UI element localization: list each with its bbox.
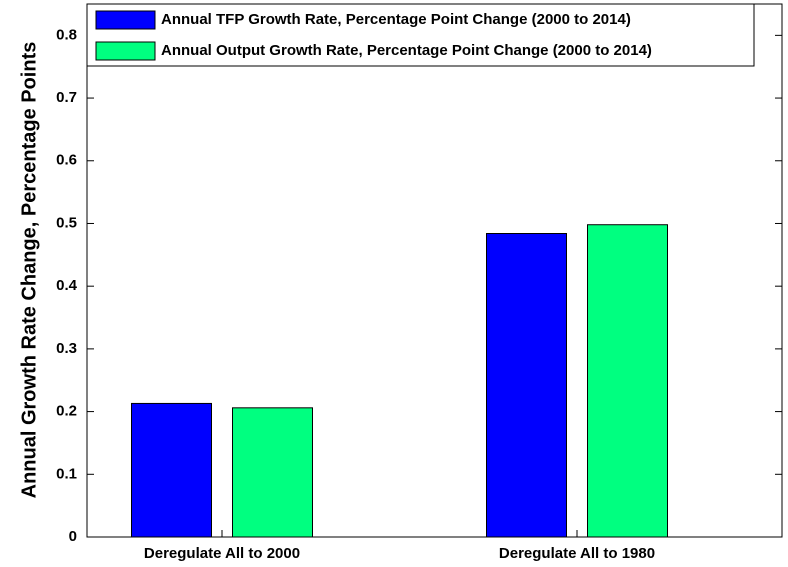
bar — [131, 402, 212, 538]
y-tick-label: 0.3 — [56, 340, 77, 357]
bar — [232, 407, 313, 538]
x-tick-label: Deregulate All to 1980 — [499, 545, 655, 562]
legend-swatch — [95, 10, 156, 30]
y-tick-label: 0.5 — [56, 214, 77, 231]
legend-label: Annual Output Growth Rate, Percentage Po… — [161, 42, 652, 59]
bar — [486, 233, 567, 538]
y-tick-label: 0.1 — [56, 465, 77, 482]
y-tick-label: 0.2 — [56, 403, 77, 420]
y-axis-label: Annual Growth Rate Change, Percentage Po… — [18, 42, 40, 499]
bar — [587, 224, 668, 538]
legend-box — [86, 3, 755, 67]
y-tick-label: 0.8 — [56, 26, 77, 43]
y-tick-label: 0.4 — [56, 277, 78, 294]
legend-swatch — [95, 41, 156, 61]
x-tick-label: Deregulate All to 2000 — [144, 545, 300, 562]
y-tick-label: 0.7 — [56, 89, 77, 106]
y-tick-label: 0 — [69, 528, 77, 545]
legend-label: Annual TFP Growth Rate, Percentage Point… — [161, 11, 631, 28]
y-tick-label: 0.6 — [56, 152, 77, 169]
